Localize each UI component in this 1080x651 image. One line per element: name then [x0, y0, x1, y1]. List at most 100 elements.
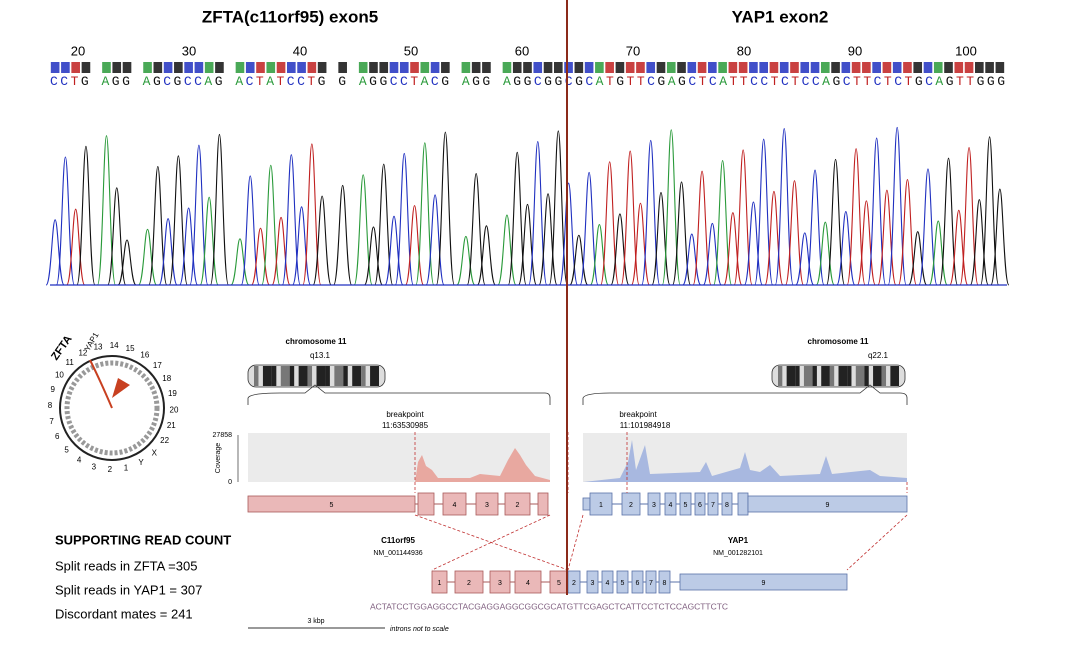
exon — [721, 492, 733, 516]
right-title: YAP1 exon2 — [732, 7, 829, 26]
position-label: 90 — [848, 43, 862, 58]
base-call-box — [553, 62, 563, 73]
position-label: 50 — [404, 43, 418, 58]
circos-label: 9 — [50, 385, 55, 394]
trace-peak — [713, 160, 733, 286]
base-call-box — [163, 62, 173, 73]
exon — [601, 570, 614, 594]
trace-peak — [815, 221, 835, 286]
base-call-box — [102, 62, 111, 73]
base-call-box — [933, 62, 943, 73]
circos-label: 17 — [153, 361, 162, 370]
chromatogram — [45, 62, 1010, 286]
exon — [475, 492, 499, 516]
base-call-box — [461, 62, 471, 73]
ideogram-band — [361, 366, 366, 386]
trace-peak — [959, 146, 979, 286]
trace-peak — [867, 137, 887, 286]
circos-label: X — [152, 448, 158, 457]
base-call-box — [605, 62, 614, 73]
base-call-box — [523, 62, 532, 73]
ideogram-band — [812, 366, 817, 386]
base-call-box — [636, 62, 645, 73]
circos-label: 4 — [77, 456, 82, 465]
base-call-box — [307, 62, 317, 73]
read-count: Discordant mates = 241 — [55, 606, 193, 621]
circos-band — [64, 360, 160, 456]
read-count: Split reads in YAP1 = 307 — [55, 582, 202, 597]
base-call-box — [892, 62, 902, 73]
ideogram-band — [829, 366, 835, 386]
exon — [586, 570, 599, 594]
base-call-box — [954, 62, 964, 73]
trace-peak — [784, 180, 805, 286]
trace-peak — [887, 126, 907, 286]
base-call-box — [687, 62, 697, 73]
ideogram-band — [778, 366, 783, 386]
trace-peak — [897, 178, 917, 286]
exon — [679, 573, 848, 591]
scale-note: introns not to scale — [390, 626, 449, 633]
base-call-box — [820, 62, 830, 73]
exon — [431, 570, 448, 594]
base-call-box — [235, 62, 245, 73]
read-count: Split reads in ZFTA =305 — [55, 558, 197, 573]
ideogram-band — [289, 366, 295, 386]
base-call-box — [317, 62, 327, 73]
base-call-box — [61, 62, 70, 73]
trace-peak — [918, 168, 938, 286]
trace-peak — [45, 219, 65, 286]
trace-peak — [353, 174, 373, 286]
trace-peak — [764, 190, 784, 286]
trace-peak — [168, 155, 188, 286]
ideogram-band — [890, 366, 899, 386]
base-call-box — [399, 62, 409, 73]
band-label: q22.1 — [868, 351, 889, 360]
base-call-box — [923, 62, 933, 73]
exon-label: 2 — [467, 580, 471, 587]
trace-peak — [333, 184, 353, 286]
exon-label: 1 — [599, 502, 603, 509]
trace-peak — [374, 163, 394, 286]
exon-label: 4 — [453, 502, 457, 509]
exon — [442, 492, 467, 516]
coverage-max: 27858 — [213, 432, 233, 439]
base-call-box — [779, 62, 789, 73]
exon — [664, 492, 677, 516]
base-call-box — [769, 62, 779, 73]
base-call-box — [584, 62, 594, 73]
exon — [489, 570, 511, 594]
circos-link — [89, 359, 113, 409]
coverage-min: 0 — [228, 479, 232, 486]
base-call-box — [512, 62, 522, 73]
exon — [694, 492, 706, 516]
exon — [417, 492, 435, 516]
trace-peak — [836, 210, 856, 286]
exon — [589, 492, 613, 516]
circos-label: 16 — [140, 351, 149, 360]
base-call-box — [215, 62, 224, 73]
base-call-box — [358, 62, 368, 73]
trace-peak — [990, 188, 1010, 286]
zoom-bracket — [247, 384, 551, 405]
exon-label: 3 — [652, 502, 656, 509]
trace-peak — [754, 138, 774, 286]
exon — [582, 497, 591, 511]
ideogram-band — [334, 366, 344, 386]
trace-peak — [877, 189, 897, 286]
trace-peak — [312, 195, 332, 286]
exon — [747, 495, 908, 513]
base-call-box — [975, 62, 984, 73]
read-count-title: SUPPORTING READ COUNT — [55, 532, 231, 547]
trace-peak — [271, 216, 291, 286]
trace-peak — [682, 233, 702, 286]
ideogram-band — [786, 366, 796, 386]
base-call-box — [533, 62, 543, 73]
circos-label: 15 — [126, 344, 135, 353]
exon-label: 6 — [636, 580, 640, 587]
coverage-label: Coverage — [215, 443, 222, 473]
trace-peak — [66, 208, 86, 286]
base-call-box — [245, 62, 255, 73]
circos-ring — [59, 355, 165, 461]
coverage-area — [415, 448, 550, 482]
